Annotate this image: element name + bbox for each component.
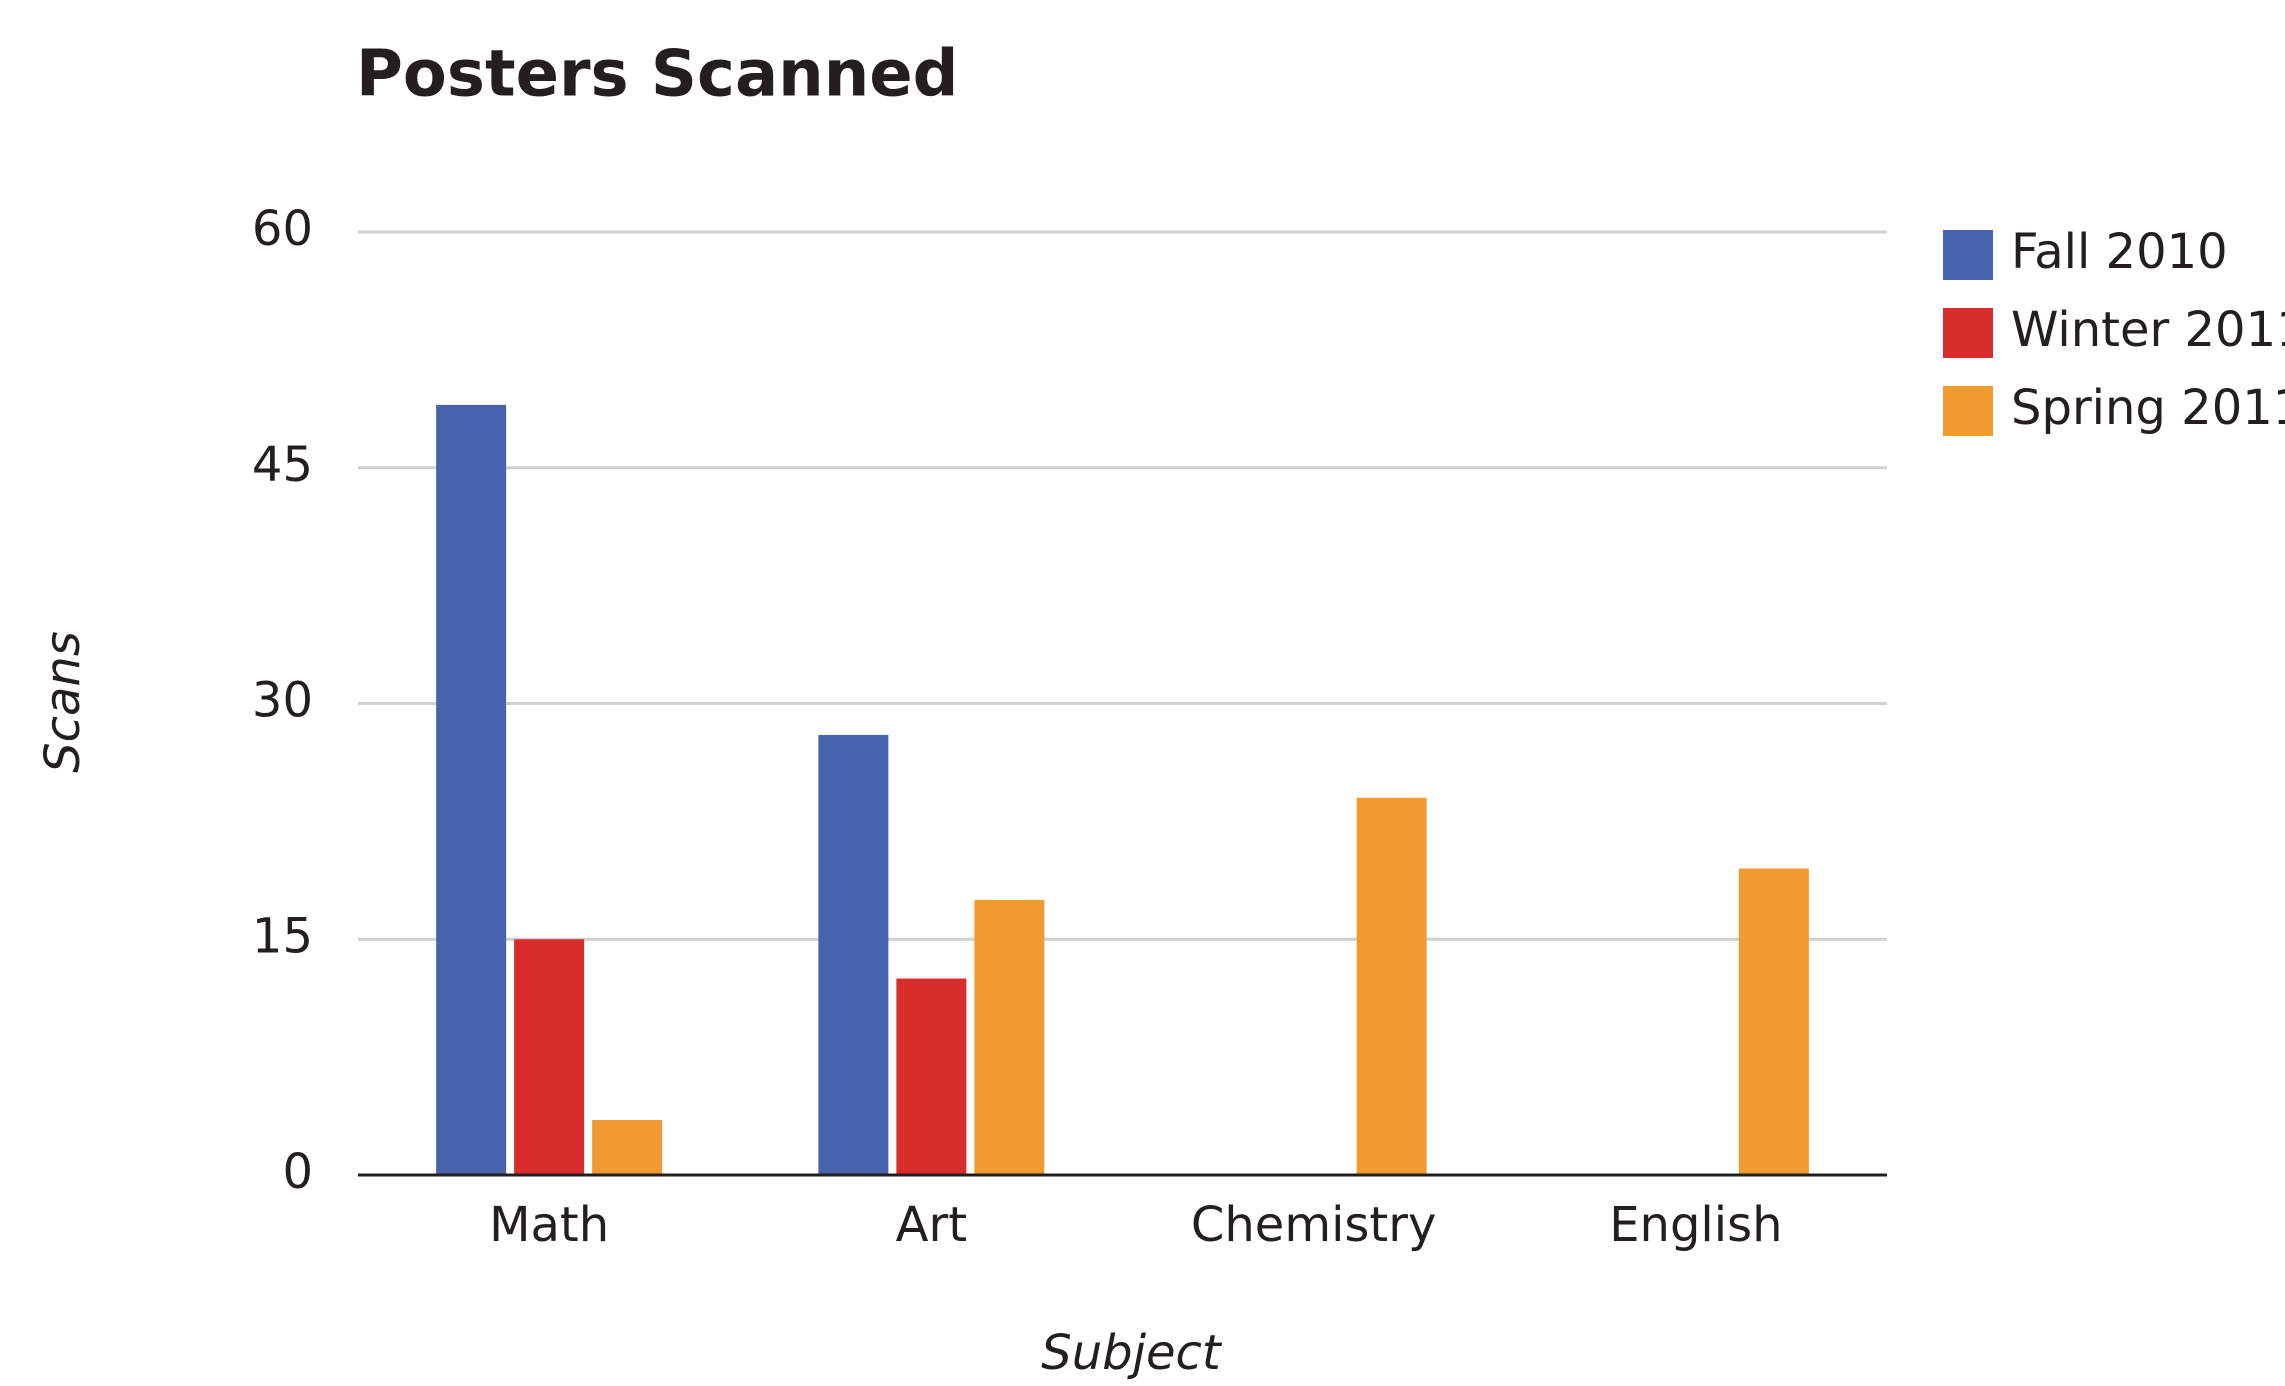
chart-title: Posters Scanned	[356, 38, 958, 112]
x-tick-label: Chemistry	[1191, 1197, 1437, 1253]
bar	[592, 1119, 663, 1175]
legend-label: Winter 2011	[2011, 302, 2285, 358]
x-tick-label: Math	[489, 1197, 609, 1253]
bar	[514, 939, 585, 1175]
bar	[1356, 797, 1427, 1175]
y-tick-label: 30	[252, 673, 313, 729]
legend-label: Fall 2010	[2011, 224, 2228, 280]
bar	[896, 978, 967, 1175]
y-axis-label: Scans	[35, 631, 91, 773]
y-tick-label: 45	[252, 437, 313, 493]
bar	[1738, 868, 1809, 1175]
legend-swatch	[1943, 386, 1993, 436]
bar	[818, 734, 889, 1175]
x-tick-label: English	[1609, 1197, 1782, 1253]
y-tick-label: 60	[252, 201, 313, 257]
legend-swatch	[1943, 230, 1993, 280]
bar	[974, 899, 1045, 1175]
legend-swatch	[1943, 308, 1993, 358]
legend-label: Spring 2011	[2011, 380, 2285, 436]
x-axis-label: Subject	[1041, 1325, 1223, 1381]
y-tick-label: 0	[282, 1144, 313, 1200]
y-tick-label: 15	[252, 908, 313, 964]
bar	[436, 404, 507, 1176]
x-tick-label: Art	[896, 1197, 967, 1253]
